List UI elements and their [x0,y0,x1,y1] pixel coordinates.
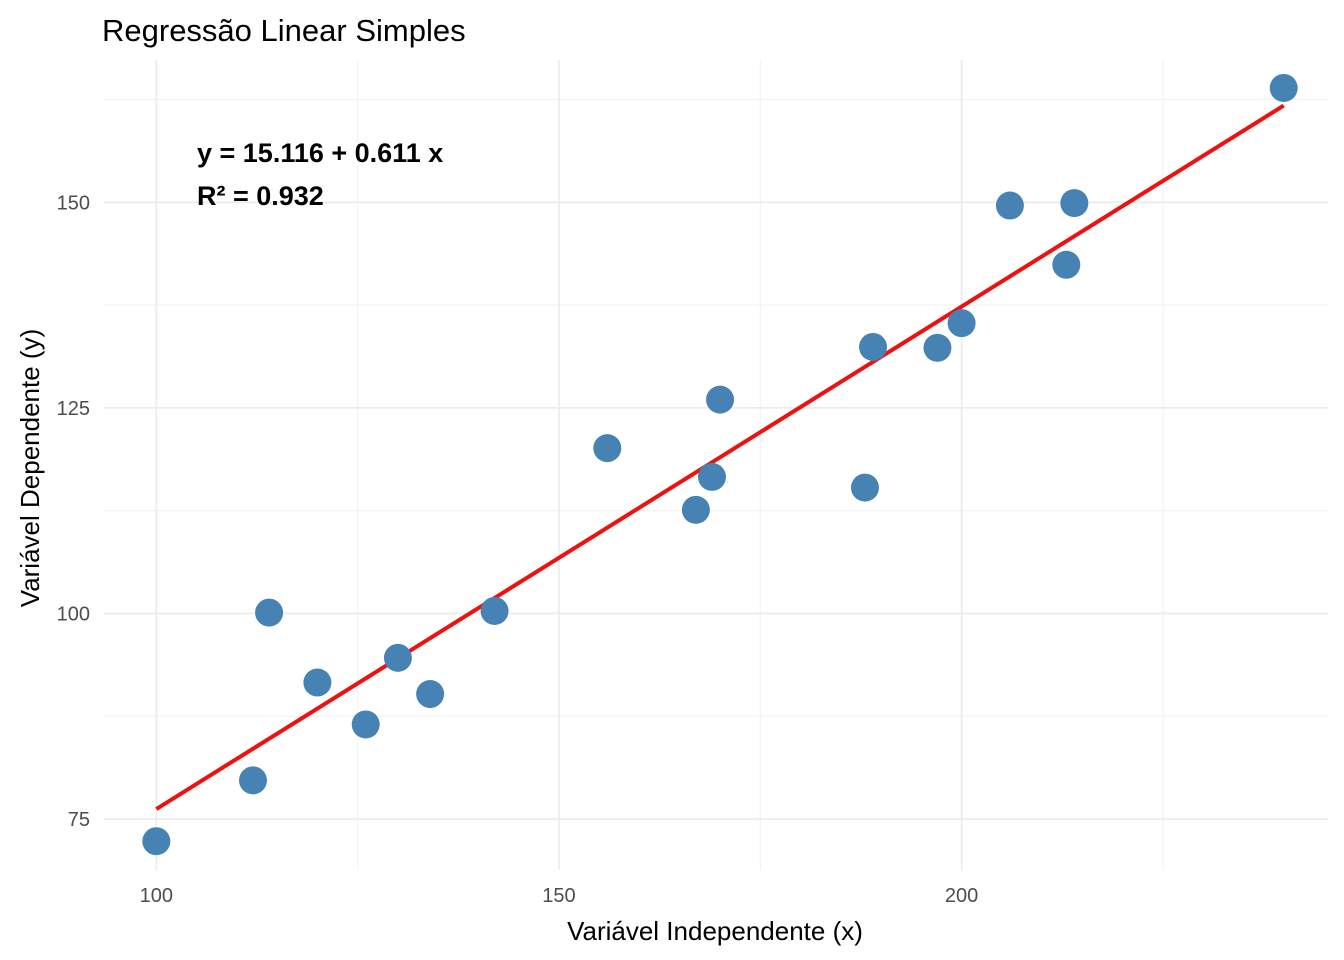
data-point [706,385,735,414]
data-point [416,680,445,709]
y-tick-label: 100 [57,603,90,625]
r-squared-annotation: R² = 0.932 [197,181,324,211]
x-tick-labels: 100 150 200 [140,885,979,907]
data-point [1269,73,1298,102]
data-point [1060,189,1089,218]
data-point [995,191,1024,220]
regression-line [155,103,1285,811]
data-point [255,598,284,627]
x-tick-label: 200 [945,885,978,907]
x-axis-title: Variável Independente (x) [567,916,863,946]
x-tick-label: 150 [542,885,575,907]
x-tick-label: 100 [140,885,173,907]
y-tick-label: 150 [57,192,90,214]
data-point [697,462,726,491]
data-point [947,309,976,338]
data-point [850,473,879,502]
data-point [681,495,710,524]
data-point [593,434,622,463]
regression-layer [155,103,1285,811]
data-point [480,596,509,625]
data-point [859,332,888,361]
y-tick-label: 125 [57,398,90,420]
data-point [303,668,332,697]
y-tick-labels: 75 100 125 150 [57,192,90,831]
data-point [238,766,267,795]
data-point [142,827,171,856]
data-point [383,643,412,672]
points-layer [142,73,1298,856]
y-axis-title: Variável Dependente (y) [15,329,45,607]
equation-annotation: y = 15.116 + 0.611 x [197,138,443,168]
chart-title: Regressão Linear Simples [102,13,466,48]
data-point [351,710,380,739]
y-tick-label: 75 [68,809,90,831]
data-point [1052,250,1081,279]
data-point [923,333,952,362]
